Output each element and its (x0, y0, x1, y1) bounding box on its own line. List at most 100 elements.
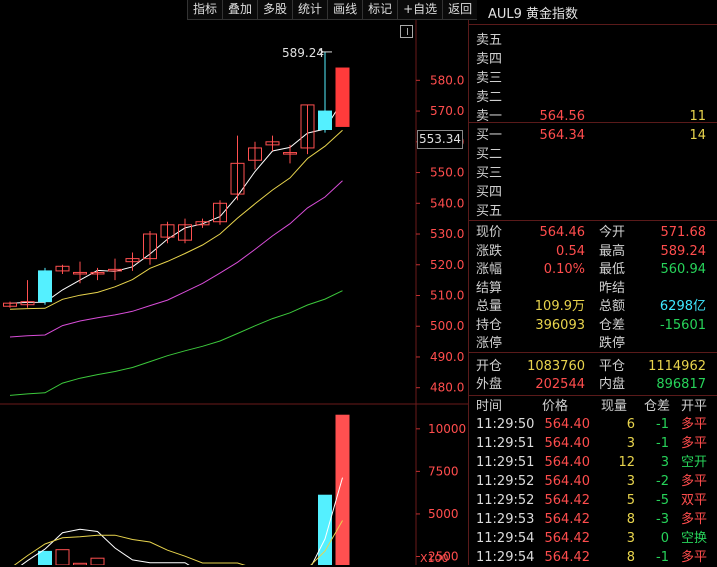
ask-level-label: 卖四 (476, 52, 503, 67)
bid-row: 买三 (469, 164, 717, 183)
bid-row: 买五 (469, 202, 717, 221)
tick-row[interactable]: 11:29:54 564.42 8 -1 多平 (469, 548, 717, 567)
ask-row: 卖二 (469, 88, 717, 107)
stat-row: 涨停 跌停 (469, 334, 717, 353)
tick-type: 双平 (681, 493, 708, 508)
tick-row[interactable]: 11:29:53 564.42 8 -3 多平 (469, 510, 717, 529)
draw-line-button[interactable]: 画线 (327, 0, 363, 20)
stat-value: 0.10% (543, 262, 585, 277)
tick-time: 11:29:51 (476, 436, 535, 451)
tick-type: 多平 (681, 550, 708, 565)
ask-level-label: 卖一 (476, 109, 503, 124)
price-axis-label: 510.0 (430, 288, 464, 302)
divider (469, 352, 717, 353)
candle-body-up (108, 268, 122, 272)
tick-type: 多平 (681, 512, 708, 527)
statistics-button[interactable]: 统计 (292, 0, 328, 20)
panel-toggle-icon[interactable] (400, 25, 413, 38)
kline-chart-canvas[interactable]: 580.0570.0560.0550.0540.0530.0520.0510.0… (0, 0, 468, 565)
tick-time: 11:29:54 (476, 550, 535, 565)
overlay-button[interactable]: 叠加 (222, 0, 258, 20)
stat-label: 仓差 (599, 317, 626, 333)
candle-body-up (265, 141, 280, 146)
stock-title: AUL9 黄金指数 (488, 7, 579, 22)
stat-value: 396093 (535, 317, 585, 333)
stat-row: 结算 昨结 (469, 279, 717, 298)
stat-label: 昨结 (599, 280, 626, 296)
bid-level-label: 买一 (476, 128, 503, 143)
tick-price: 564.40 (544, 417, 591, 432)
stat-value: 564.46 (539, 225, 586, 240)
price-axis-label: 580.0 (430, 73, 464, 87)
stat-value: 571.68 (660, 225, 707, 240)
divider (469, 395, 717, 396)
tick-volume: 3 (626, 531, 635, 546)
stat-value: 109.9万 (534, 299, 585, 314)
volume-bar-up (55, 549, 70, 565)
tick-row[interactable]: 11:29:50 564.40 6 -1 多平 (469, 415, 717, 434)
stat-label: 涨幅 (476, 262, 503, 277)
stat-label: 结算 (476, 280, 503, 296)
stat-value: 589.24 (660, 243, 707, 259)
ask-level-label: 卖五 (476, 33, 503, 48)
ask-row: 卖一 564.56 11 (469, 107, 717, 126)
stat-value: -15601 (659, 317, 706, 333)
kline-chart[interactable]: 580.0570.0560.0550.0540.0530.0520.0510.0… (0, 0, 468, 565)
bid-level-label: 买二 (476, 147, 503, 162)
back-button[interactable]: 返回 (442, 0, 478, 20)
tick-type: 多平 (681, 474, 708, 489)
tick-header: 时间 价格 现量 仓差 开平 (469, 397, 717, 416)
multi-stock-button[interactable]: 多股 (257, 0, 293, 20)
stat-label: 平仓 (599, 359, 626, 374)
volume-bar-up (90, 557, 105, 565)
volume-unit-label: X100 (420, 552, 449, 565)
candle-body-up (283, 152, 297, 155)
add-watchlist-button[interactable]: +自选 (397, 0, 443, 20)
tick-type: 多平 (681, 436, 708, 451)
tick-row[interactable]: 11:29:54 564.42 3 0 空换 (469, 529, 717, 548)
tick-price: 564.42 (544, 531, 591, 546)
stat-value: 0.54 (556, 243, 585, 259)
candle-body-up (90, 271, 105, 275)
stat-label: 总量 (476, 299, 503, 314)
ask-row: 卖三 (469, 69, 717, 88)
stat-label: 开仓 (476, 359, 503, 374)
stat-value: 560.94 (660, 262, 707, 277)
tick-time: 11:29:52 (476, 493, 535, 508)
tick-type: 空换 (681, 531, 708, 546)
tick-row[interactable]: 11:29:51 564.40 3 -1 多平 (469, 434, 717, 453)
volume-axis-label: 10000 (428, 422, 466, 436)
tick-row[interactable]: 11:29:52 564.42 5 -5 双平 (469, 491, 717, 510)
tick-header-cell: 仓差 (644, 399, 671, 414)
mark-button[interactable]: 标记 (362, 0, 398, 20)
stat-value: 896817 (656, 377, 706, 392)
stat-value: 6298亿 (659, 299, 706, 314)
tick-header-cell: 开平 (681, 399, 708, 414)
stat-row: 开仓 1083760 平仓 1114962 (469, 357, 717, 376)
current-price-label: 553.34 (417, 130, 463, 149)
bid-level-label: 买三 (476, 166, 503, 181)
tick-row[interactable]: 11:29:52 564.40 3 -2 多平 (469, 472, 717, 491)
candle-body (335, 67, 350, 127)
candle-body-up (178, 224, 192, 241)
stat-label: 外盘 (476, 377, 503, 392)
candle-body-up (20, 301, 35, 306)
bid-price: 564.34 (539, 128, 586, 143)
tick-row[interactable]: 11:29:51 564.40 12 3 空开 (469, 453, 717, 472)
price-axis-label: 540.0 (430, 196, 464, 210)
volume-bar (318, 494, 332, 565)
ma-line-yellow (9, 129, 343, 310)
stat-label: 涨停 (476, 336, 503, 351)
candle-body-up (143, 233, 157, 260)
stat-value: 1114962 (648, 359, 706, 374)
price-axis-label: 530.0 (430, 227, 464, 241)
price-axis-label: 570.0 (430, 104, 464, 118)
tick-oi-change: 0 (660, 531, 669, 546)
candle-body-up (195, 221, 210, 226)
tick-type: 多平 (681, 417, 708, 432)
tick-volume: 8 (626, 512, 635, 527)
indicator-button[interactable]: 指标 (187, 0, 223, 20)
stat-label: 内盘 (599, 377, 626, 392)
ask-level-label: 卖二 (476, 90, 503, 105)
stat-row: 外盘 202544 内盘 896817 (469, 375, 717, 394)
